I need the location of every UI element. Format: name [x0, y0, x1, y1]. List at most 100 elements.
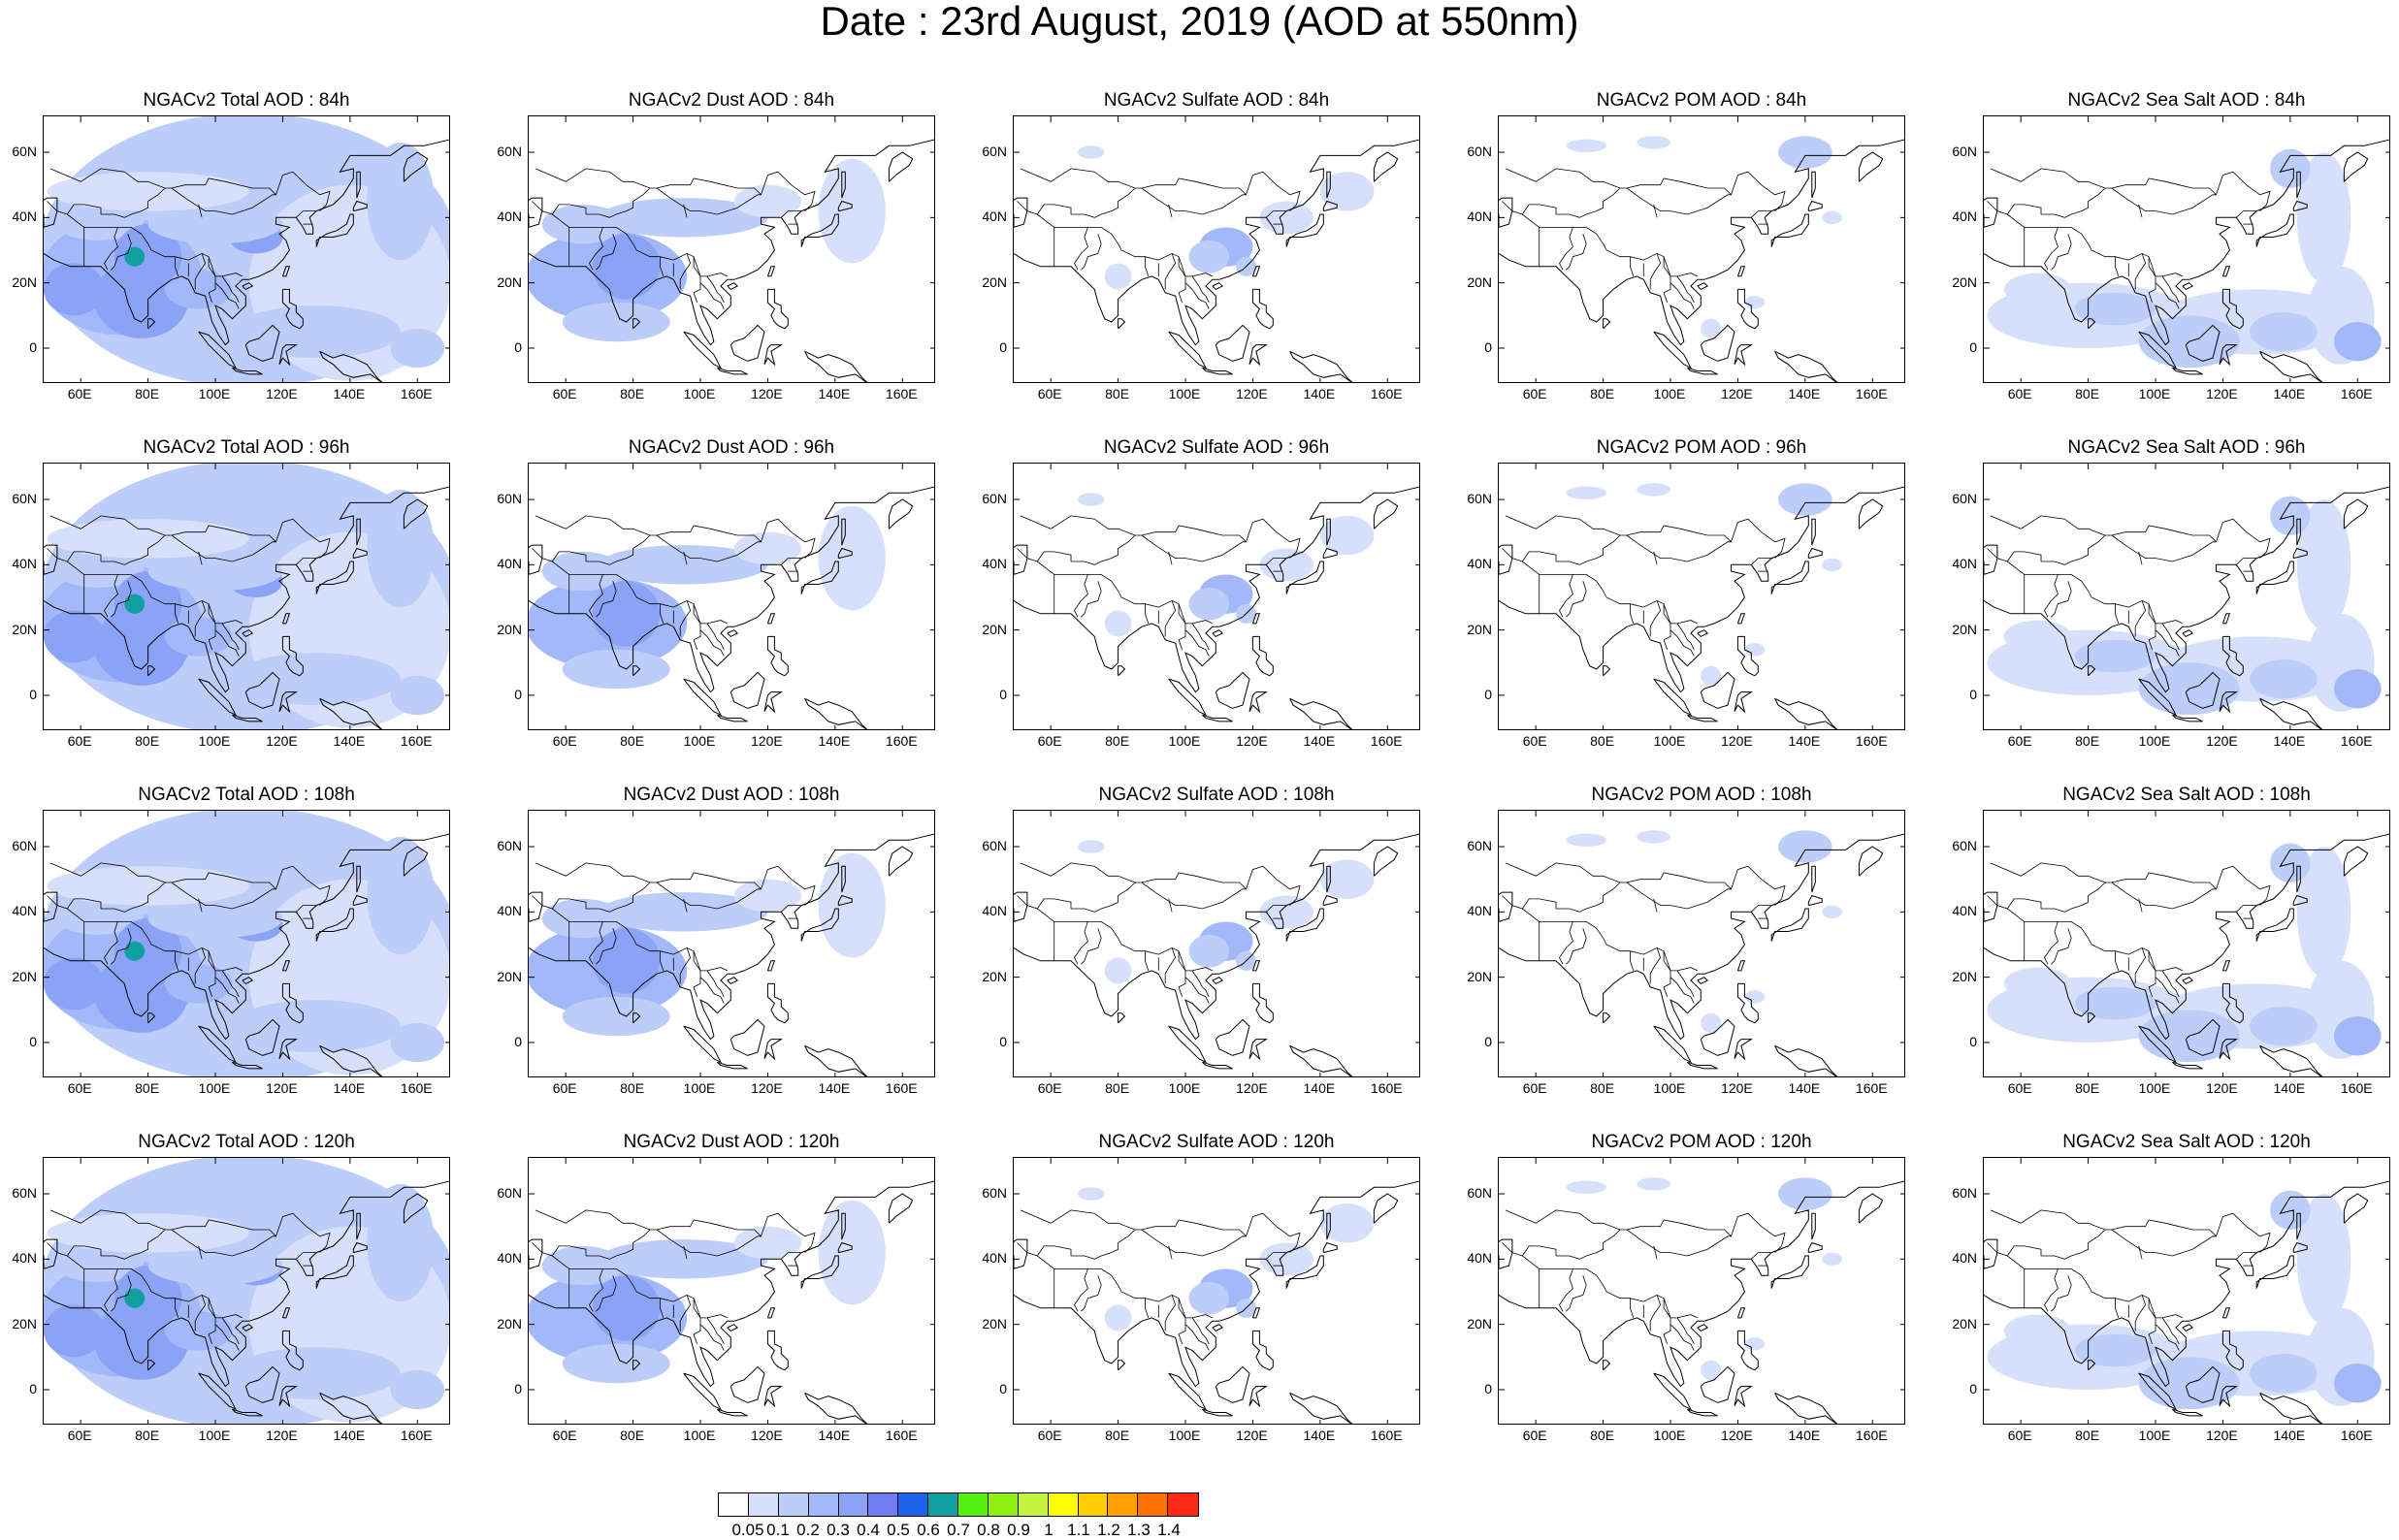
country-border — [1081, 928, 1102, 965]
panel-title: NGACv2 Total AOD : 96h — [143, 437, 350, 458]
x-tick-label: 140E — [818, 733, 851, 749]
coastline — [1687, 367, 1718, 375]
x-tick-label: 160E — [1370, 1080, 1403, 1096]
country-border — [1036, 1245, 1072, 1257]
country-border — [1017, 1242, 1054, 1269]
country-border — [1074, 574, 1088, 618]
colorbar-swatch — [1168, 1493, 1198, 1516]
coastline — [242, 282, 254, 291]
country-border — [214, 282, 240, 309]
x-tick-label: 100E — [2138, 733, 2171, 749]
aod-shading — [1104, 1304, 1132, 1331]
coastline — [1248, 1386, 1268, 1408]
x-tick-label: 60E — [67, 733, 92, 749]
colorbar-label: 0.3 — [827, 1521, 850, 1539]
country-border — [2134, 947, 2147, 984]
x-tick-label: 100E — [198, 1080, 231, 1096]
country-border — [2044, 1268, 2059, 1312]
country-border — [171, 534, 276, 562]
country-border — [2111, 534, 2217, 562]
coastline — [319, 350, 383, 382]
coastline — [352, 894, 368, 907]
x-tick-label: 140E — [333, 1080, 366, 1096]
coastline — [727, 629, 739, 638]
country-border — [1164, 600, 1177, 637]
x-tick-label: 60E — [1037, 1080, 1062, 1096]
y-tick-label: 60N — [1952, 1185, 1977, 1202]
aod-shading — [2250, 658, 2318, 699]
x-tick-label: 80E — [135, 1080, 160, 1096]
country-border — [656, 534, 762, 562]
colorbar-label: 0.2 — [796, 1521, 820, 1539]
country-border — [2006, 1245, 2042, 1257]
country-border — [2236, 1252, 2257, 1260]
coastline — [1984, 1180, 2389, 1388]
aod-shading — [818, 158, 886, 264]
y-tick-label: 40N — [1467, 1250, 1492, 1267]
country-border — [47, 1242, 84, 1269]
coastline — [763, 1039, 783, 1061]
y-tick-label: 0 — [999, 338, 1007, 355]
country-border — [221, 970, 240, 998]
panel-title: NGACv2 POM AOD : 96h — [1596, 437, 1807, 458]
map-panel-seasalt-row2: NGACv2 Sea Salt AOD : 96h 60N 40N 20N 0 60E 80… — [1940, 436, 2390, 756]
country-border — [1566, 928, 1587, 965]
aod-shading — [232, 1347, 401, 1400]
coastline — [1118, 1360, 1126, 1371]
country-border — [1566, 1275, 1587, 1312]
colorbar-label: 0.7 — [947, 1521, 970, 1539]
y-tick-label: 20N — [12, 273, 37, 290]
coastline — [1322, 547, 1338, 560]
coastline — [244, 1018, 280, 1056]
country-border — [656, 1229, 762, 1257]
aod-shading — [2333, 322, 2382, 362]
x-tick-label: 60E — [1037, 386, 1062, 401]
coastline — [1811, 518, 1816, 546]
coastline — [1653, 678, 1693, 717]
country-border — [1539, 921, 1698, 972]
aod-shading — [1566, 486, 1607, 500]
country-border — [1020, 515, 1301, 559]
country-border — [1630, 256, 1635, 277]
y-tick-label: 60N — [982, 838, 1007, 854]
country-border — [2134, 600, 2147, 637]
aod-shading — [599, 198, 768, 238]
country-border — [1676, 1317, 1695, 1345]
coastline — [1736, 1330, 1759, 1371]
country-border — [1164, 253, 1177, 290]
y-tick-label: 40N — [497, 1250, 522, 1267]
coastline — [683, 1372, 723, 1411]
x-tick-label: 60E — [2007, 733, 2032, 749]
aod-shading — [1319, 1203, 1375, 1243]
country-border — [1074, 1268, 1088, 1312]
country-border — [1630, 950, 1635, 972]
y-tick-label: 60N — [497, 144, 522, 160]
coastline — [1770, 908, 1809, 942]
x-tick-label: 80E — [135, 386, 160, 401]
colorbar-swatch — [778, 1493, 809, 1516]
aod-shading — [818, 505, 886, 611]
aod-shading — [592, 581, 661, 647]
country-border — [1074, 227, 1088, 271]
x-tick-label: 100E — [1653, 1080, 1686, 1096]
country-border — [1676, 970, 1695, 998]
y-tick-label: 20N — [982, 621, 1007, 637]
coastline — [766, 613, 776, 625]
coastline — [281, 982, 304, 1024]
aod-field-map — [1499, 464, 1904, 729]
country-border — [1505, 515, 1786, 559]
figure-title: Date : 23rd August, 2019 (AOD at 550nm) — [820, 0, 1579, 44]
coastline — [1653, 1372, 1693, 1411]
y-tick-label: 20N — [1467, 968, 1492, 984]
country-border — [2024, 921, 2183, 972]
country-border — [2044, 921, 2059, 965]
coastline — [1653, 1025, 1693, 1064]
y-tick-label: 20N — [497, 1315, 522, 1331]
coastline — [1285, 561, 1324, 594]
country-border — [586, 882, 651, 913]
x-tick-label: 60E — [552, 386, 577, 401]
coastline — [1212, 282, 1224, 291]
country-border — [781, 558, 802, 565]
x-tick-label: 100E — [1168, 386, 1201, 401]
aod-shading — [147, 898, 283, 939]
